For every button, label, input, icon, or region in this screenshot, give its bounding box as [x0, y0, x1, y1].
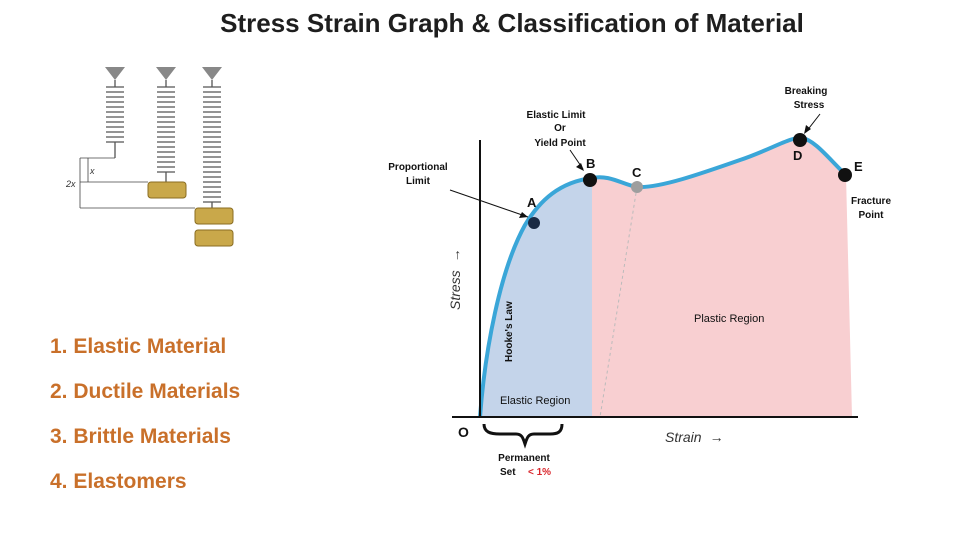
permanent-set-brace [482, 423, 564, 449]
spring-3 [203, 80, 221, 208]
point-d-label: D [793, 148, 802, 163]
material-item-elastic: 1. Elastic Material [50, 335, 227, 358]
proportional-limit-arrow [449, 189, 529, 218]
weight-2 [194, 207, 234, 225]
fracture-point-label-2: Point [859, 210, 885, 221]
spring-cap-2 [156, 67, 176, 80]
point-d-marker [793, 133, 807, 147]
spring-cap-3 [202, 67, 222, 80]
plastic-region-fill [592, 137, 852, 417]
proportional-limit-arrowhead [519, 212, 528, 218]
point-a-label: A [527, 195, 537, 210]
spring-cap-1 [105, 67, 125, 80]
elastic-limit-label-3: Yield Point [534, 138, 586, 149]
material-list: 1. Elastic Material 2. Ductile Materials… [50, 330, 240, 510]
point-c-marker [631, 181, 643, 193]
page-title: Stress Strain Graph & Classification of … [220, 8, 804, 38]
stress-strain-graph: A B C D E Proportional Limit Elastic Lim… [388, 86, 891, 478]
point-b-marker [583, 173, 597, 187]
material-item-brittle: 3. Brittle Materials [50, 425, 231, 448]
breaking-stress-label-2: Stress [794, 100, 825, 111]
proportional-limit-label-1: Proportional [388, 162, 448, 173]
fracture-point-label-1: Fracture [851, 196, 891, 207]
x-axis-label: Strain → [665, 429, 724, 445]
set-label: Set [500, 467, 516, 478]
point-a-marker [528, 217, 540, 229]
elastic-limit-label-2: Or [554, 123, 566, 134]
point-e-label: E [854, 159, 863, 174]
unloading-line [599, 186, 638, 418]
weight-3 [194, 229, 234, 247]
spring-2 [157, 80, 175, 182]
spring-1 [106, 80, 124, 158]
hookes-law-label: Hooke's Law [504, 301, 515, 362]
point-c-label: C [632, 165, 642, 180]
y-axis-label: Stress→ [447, 248, 463, 310]
plastic-region-label: Plastic Region [694, 313, 764, 325]
material-item-elastomers: 4. Elastomers [50, 470, 187, 493]
proportional-limit-label-2: Limit [406, 176, 431, 187]
permanent-set-label: Permanent [498, 453, 550, 464]
elastic-region-fill [480, 178, 592, 417]
breaking-stress-label-1: Breaking [785, 86, 828, 97]
dimension-lines [79, 157, 195, 209]
elastic-region-label: Elastic Region [500, 395, 570, 407]
label-x: x [89, 166, 95, 176]
weight-1 [147, 181, 187, 199]
elastic-limit-arrowhead [576, 163, 584, 171]
set-value-label: < 1% [528, 467, 551, 478]
material-item-ductile: 2. Ductile Materials [50, 380, 241, 403]
point-e-marker [838, 168, 852, 182]
elastic-limit-label-1: Elastic Limit [527, 110, 587, 121]
spring-illustration: x 2x [65, 67, 234, 247]
point-b-label: B [586, 156, 595, 171]
breaking-stress-arrowhead [804, 125, 811, 134]
origin-label: O [458, 424, 469, 440]
label-2x: 2x [65, 179, 76, 189]
